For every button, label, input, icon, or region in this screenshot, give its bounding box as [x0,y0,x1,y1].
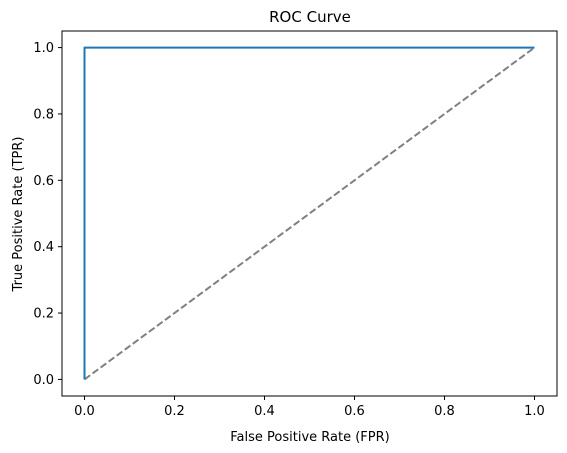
x-tick-label: 1.0 [524,404,545,419]
plot-area [83,46,536,381]
x-tick-label: 0.0 [74,404,95,419]
y-axis-label: True Positive Rate (TPR) [11,137,26,293]
y-tick-label: 0.2 [33,307,54,322]
y-tick-label: 1.0 [33,41,54,56]
x-tick-label: 0.8 [434,404,455,419]
y-tick-label: 0.0 [33,373,54,388]
chart-title: ROC Curve [269,8,351,26]
x-tick-label: 0.2 [164,404,185,419]
plot-frame [61,30,558,397]
y-tick-label: 0.8 [33,107,54,122]
x-axis-label: False Positive Rate (FPR) [230,430,389,445]
y-tick-label: 0.4 [33,240,54,255]
roc-curve-line [83,46,535,380]
x-tick-label: 0.6 [344,404,365,419]
axes: 0.0 0.2 0.4 0.6 0.8 1.0 0.0 0.2 0.4 0.6 0.8 1.0 [33,30,558,419]
y-tick-label: 0.6 [33,174,54,189]
chance-diagonal-line [83,46,536,381]
x-tick-label: 0.4 [254,404,275,419]
